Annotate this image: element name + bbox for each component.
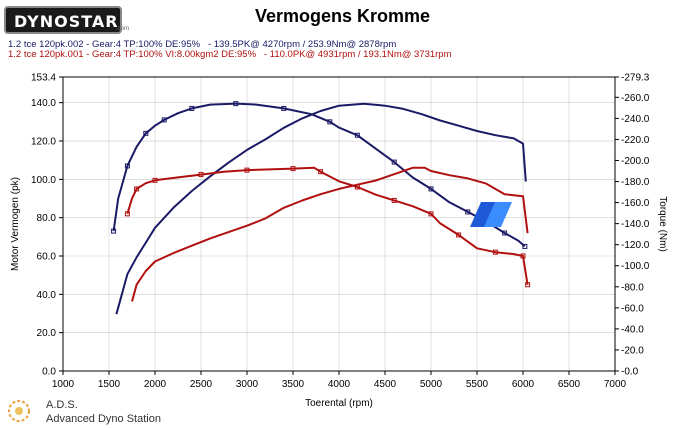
run-label-1: 1.2 tce 120pk.002 - Gear:4 TP:100% DE:95…	[8, 39, 397, 50]
y2-tick-label: -100.0	[621, 261, 650, 272]
footer-subtitle: Advanced Dyno Station	[46, 413, 161, 425]
series-point-3	[391, 197, 397, 203]
x-tick-label: 2500	[190, 379, 213, 390]
y2-tick-label: -60.0	[621, 303, 644, 314]
series-line-2	[115, 102, 527, 315]
x-tick-label: 1500	[98, 379, 121, 390]
series-line-3	[126, 166, 529, 285]
logo-wordmark: DYNOSTAR	[4, 6, 122, 34]
y-tick-label: 80.0	[37, 213, 57, 224]
series-point-1	[143, 130, 149, 136]
y2-axis-label: Torque (Nm)	[657, 196, 668, 252]
y2-tick-label: -120.0	[621, 240, 650, 251]
y-tick-label: 140.0	[31, 98, 56, 109]
series-point-3	[492, 249, 498, 255]
series-point-1	[465, 209, 471, 215]
series-point-3	[456, 232, 462, 238]
dynostar-logo: DYNOSTAR .com	[4, 6, 130, 36]
y2-tick-label: -80.0	[621, 282, 644, 293]
x-tick-label: 4500	[374, 379, 397, 390]
x-tick-label: 6500	[558, 379, 581, 390]
series-point-3	[244, 167, 250, 173]
series-group	[111, 101, 531, 315]
y2-tick-label: -240.0	[621, 114, 650, 125]
series-point-3	[152, 177, 158, 183]
y-tick-label: 0.0	[42, 367, 56, 378]
series-point-3	[124, 211, 130, 217]
series-point-1	[502, 230, 508, 236]
y-axis-right: -0.0 -20.0 -40.0 -60.0 -80.0 -100.0 -120.0 -140…	[615, 73, 650, 378]
x-tick-label: 3500	[282, 379, 305, 390]
series-point-1	[124, 163, 130, 169]
y2-tick-label: -279.3	[621, 73, 650, 84]
y2-tick-label: -0.0	[621, 367, 639, 378]
series-point-1	[161, 117, 167, 123]
ads-logo-icon	[8, 400, 30, 422]
y-tick-label: 120.0	[31, 137, 56, 148]
y-axis-label: Motor Vermogen (pk)	[10, 177, 21, 271]
x-tick-label: 1000	[52, 379, 75, 390]
chart-grid	[62, 76, 616, 372]
y-tick-label: 100.0	[31, 175, 56, 186]
series-point-1	[327, 119, 333, 125]
series-point-1	[281, 105, 287, 111]
series-point-1	[111, 228, 117, 234]
series-point-3	[428, 211, 434, 217]
x-tick-label: 7000	[604, 379, 627, 390]
series-point-3	[318, 169, 324, 175]
series-point-1	[391, 159, 397, 165]
y-tick-label: 60.0	[37, 252, 57, 263]
series-line-4	[131, 166, 529, 302]
watermark-logo	[470, 202, 512, 227]
x-tick-label: 4000	[328, 379, 351, 390]
x-axis: 1000 1500 2000 2500 3000 3500 4000 4500 5000 5500…	[52, 371, 627, 390]
y-tick-label: 20.0	[37, 328, 57, 339]
y2-tick-label: -200.0	[621, 156, 650, 167]
series-point-3	[290, 166, 296, 172]
y2-tick-label: -160.0	[621, 198, 650, 209]
logo-suffix: .com	[116, 26, 130, 32]
x-tick-label: 2000	[144, 379, 167, 390]
y2-tick-label: -260.0	[621, 93, 650, 104]
y2-tick-label: -40.0	[621, 324, 644, 335]
series-point-1	[189, 105, 195, 111]
chart-title: Vermogens Kromme	[254, 6, 431, 26]
series-point-1	[233, 101, 239, 107]
y-axis-left: 0.0 20.0 40.0 60.0 80.0 100.0 120.0 140.0 153.4	[31, 73, 63, 378]
series-point-3	[198, 172, 204, 178]
x-tick-label: 3000	[236, 379, 259, 390]
y2-tick-label: -20.0	[621, 345, 644, 356]
y-tick-label: 40.0	[37, 290, 57, 301]
x-tick-label: 5000	[420, 379, 443, 390]
x-tick-label: 6000	[512, 379, 535, 390]
series-line-1	[112, 102, 526, 248]
series-point-1	[428, 186, 434, 192]
series-point-3	[520, 253, 526, 259]
series-point-3	[134, 186, 140, 192]
y2-tick-label: -180.0	[621, 177, 650, 188]
y2-tick-label: -220.0	[621, 135, 650, 146]
series-point-1	[522, 243, 528, 249]
footer-name: A.D.S.	[46, 399, 78, 411]
x-axis-label: Toerental (rpm)	[305, 398, 373, 409]
x-tick-label: 5500	[466, 379, 489, 390]
run-label-2: 1.2 tce 120pk.001 - Gear:4 TP:100% VI:8.…	[8, 49, 452, 60]
series-point-3	[525, 282, 531, 288]
series-point-1	[354, 132, 360, 138]
y2-tick-label: -140.0	[621, 219, 650, 230]
y-tick-label: 153.4	[31, 73, 56, 84]
